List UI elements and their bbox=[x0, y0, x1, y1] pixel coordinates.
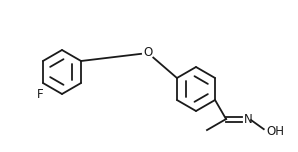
Text: OH: OH bbox=[267, 125, 285, 138]
Text: F: F bbox=[37, 88, 43, 101]
Text: N: N bbox=[244, 112, 253, 126]
Text: O: O bbox=[143, 47, 153, 59]
